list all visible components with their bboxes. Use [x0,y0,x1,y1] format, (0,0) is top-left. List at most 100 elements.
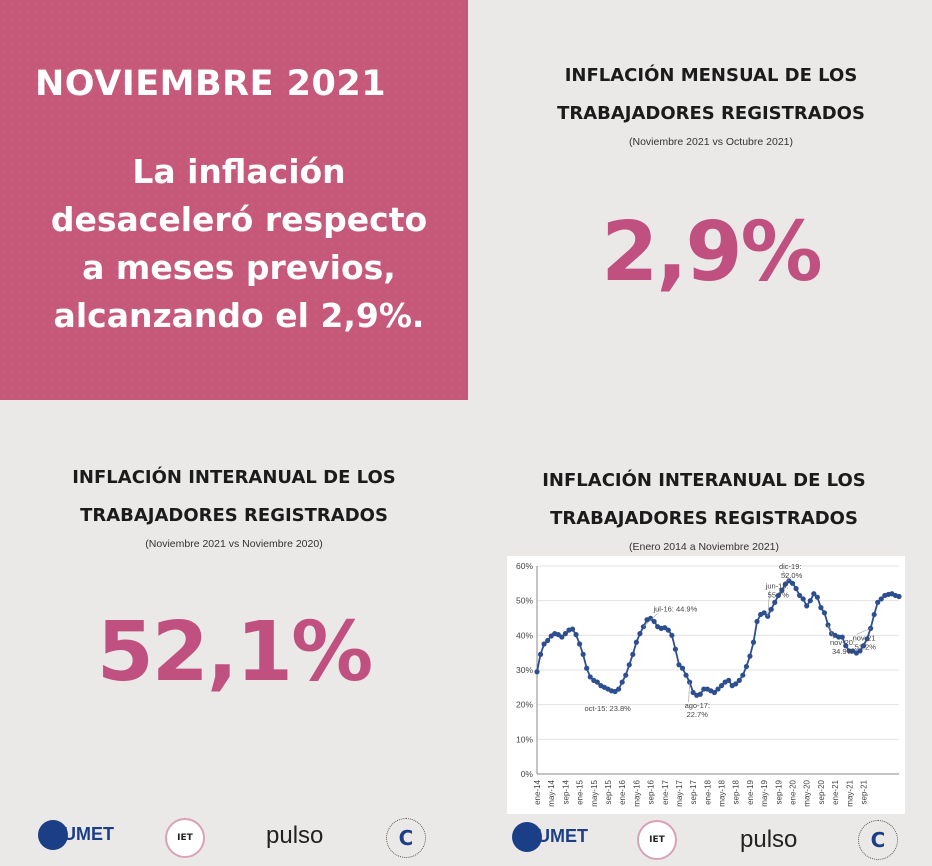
x-tick-label: ene-17 [661,779,670,804]
x-tick-label: ene-15 [576,779,585,804]
annotation-leader [856,628,871,635]
data-point [676,662,682,668]
data-point [623,672,629,678]
y-tick-label: 40% [516,630,533,640]
y-tick-label: 0% [521,769,534,779]
data-point [800,596,806,602]
x-tick-label: sep-16 [647,779,656,804]
x-tick-label: sep-20 [817,779,826,804]
data-point [587,674,593,680]
data-point [868,625,874,631]
data-point [584,665,590,671]
annual-title: INFLACIÓN INTERANUAL DE LOS TRABAJADORES… [30,459,438,535]
data-point [814,594,820,600]
data-point [651,618,657,625]
data-point [573,632,579,638]
data-point [665,627,671,633]
x-tick-label: sep-21 [860,779,869,804]
data-point [733,681,739,687]
data-point [569,626,576,632]
data-point [765,613,771,619]
y-tick-label: 20% [516,700,533,710]
annotation-leader [782,570,790,582]
annotation-label: oct-15: 23.8% [585,704,632,713]
data-point [782,581,789,587]
x-tick-label: ene-20 [789,779,798,804]
annotation-leader [767,590,770,617]
x-tick-label: sep-14 [561,779,570,804]
iet-logo-2: IET [637,820,677,860]
x-tick-label: ene-18 [703,779,712,804]
x-tick-label: may-19 [760,779,769,806]
data-point [750,639,757,645]
umet-logo-mark [38,820,68,850]
data-point [843,643,849,649]
monthly-subtitle: (Noviembre 2021 vs Octubre 2021) [629,136,793,148]
data-point [683,672,689,678]
data-point [637,631,643,637]
hero-panel: NOVIEMBRE 2021 La inflación desaceleró r… [0,0,468,400]
data-point [711,689,718,696]
data-point [878,596,884,602]
data-point [864,636,870,642]
data-point [545,637,551,644]
data-point [789,580,796,586]
monthly-title-line2: TRABAJADORES REGISTRADOS [557,103,865,124]
x-tick-label: may-17 [675,779,684,806]
data-point [534,669,540,675]
annotation-label: jul-16: 44.9% [652,605,697,614]
data-point [594,679,600,685]
annual-subtitle: (Noviembre 2021 vs Noviembre 2020) [145,538,323,550]
data-point [807,598,813,604]
data-point [626,662,632,668]
data-point [875,599,881,605]
annotation-label: ago-17: [685,701,710,710]
data-point [537,651,544,657]
annotation-value: 34.9% [832,647,854,656]
data-point [687,679,693,685]
data-point [768,606,774,612]
chart-title: INFLACIÓN INTERANUAL DE LOS TRABAJADORES… [500,462,908,538]
data-point [860,643,867,649]
data-point [740,672,746,678]
hero-title: NOVIEMBRE 2021 [35,64,387,104]
data-point [715,686,721,692]
seal-logo-2: C [858,820,898,860]
chart-title-line2: TRABAJADORES REGISTRADOS [550,508,858,529]
data-point [576,641,583,647]
annual-title-line1: INFLACIÓN INTERANUAL DE LOS [72,467,396,488]
data-point [580,651,586,657]
annotation-leader [827,624,835,640]
data-point [818,605,824,611]
y-tick-label: 60% [516,561,533,571]
x-tick-label: sep-15 [604,779,613,804]
x-tick-label: may-16 [632,779,641,806]
data-point [839,634,845,640]
x-tick-label: may-15 [590,779,599,806]
data-point [616,686,622,692]
chart-title-line1: INFLACIÓN INTERANUAL DE LOS [542,470,866,491]
umet-logo-text: UMET [63,823,115,844]
x-tick-label: sep-17 [689,779,698,804]
data-point [697,691,703,697]
annotation-value: 55.7% [768,590,790,599]
x-tick-label: may-20 [803,779,812,806]
data-point [559,634,565,640]
annotation-label: nov-20: [830,638,855,647]
data-point [871,611,877,618]
data-point [630,651,636,657]
annotation-leader [688,682,690,703]
data-point [718,683,725,689]
y-tick-label: 50% [516,596,533,606]
data-point [772,599,778,605]
data-point [679,665,686,671]
annotation-label: nov-21 [853,633,876,642]
annotation-value: 22.7% [687,710,709,719]
annotation-value: 52.0% [781,571,803,580]
y-tick-label: 10% [516,734,533,744]
x-tick-label: may-21 [845,779,854,806]
chart-subtitle: (Enero 2014 a Noviembre 2021) [628,541,779,553]
data-point [779,587,785,593]
data-point [619,679,625,685]
data-point [736,677,742,683]
